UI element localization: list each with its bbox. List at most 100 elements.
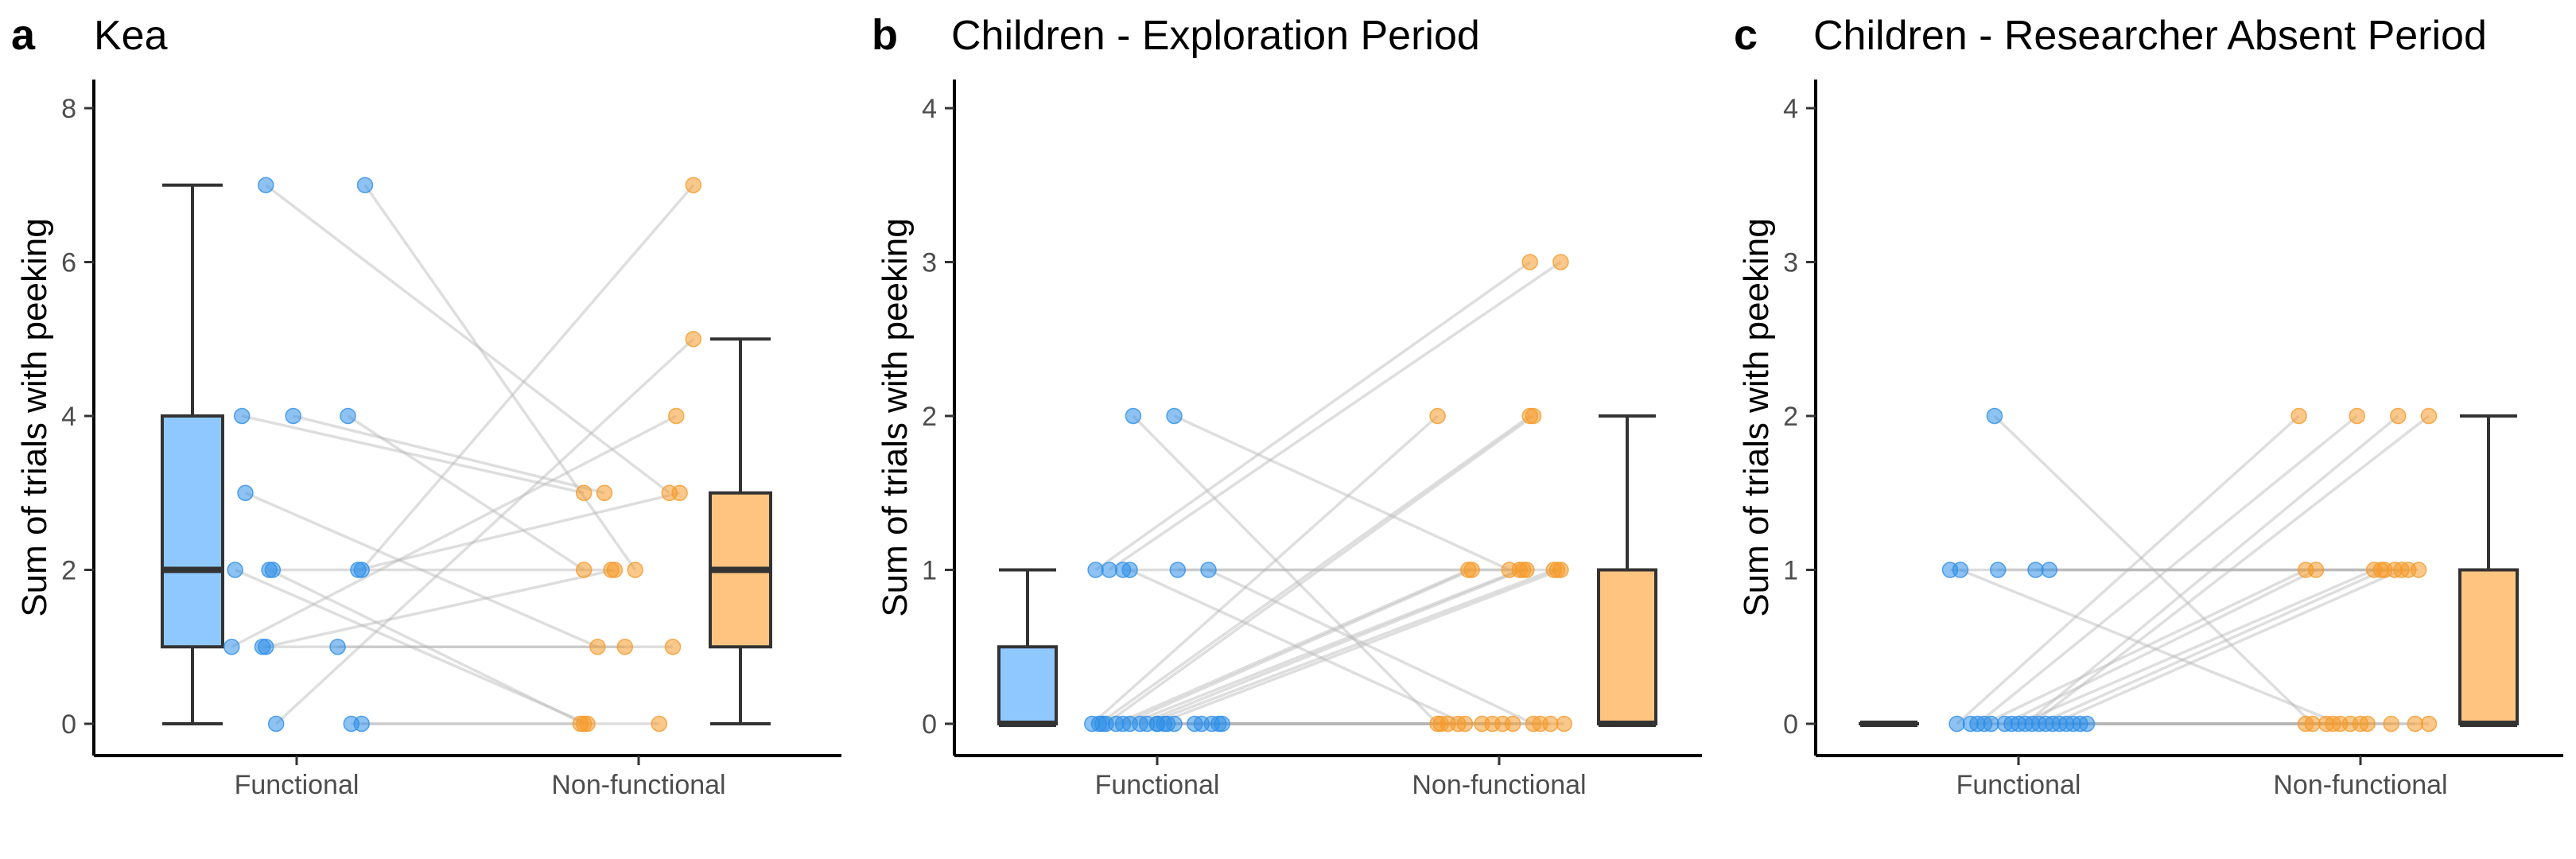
nonfunctional-point [575, 484, 593, 501]
functional-point [353, 715, 370, 733]
x-tick-label: Non-functional [1412, 770, 1586, 800]
pair-line [1098, 414, 1531, 725]
pair-line [1146, 568, 1555, 725]
pair-line [1129, 568, 1521, 725]
pair-line [1983, 568, 2306, 725]
nonfunctional-point [606, 562, 624, 578]
nonfunctional-point [2383, 715, 2399, 733]
pair-line [1976, 414, 2358, 725]
functional-point [2041, 562, 2057, 578]
pair-line [1091, 414, 1439, 725]
y-tick-label: 1 [1783, 556, 1798, 586]
pair-line [2024, 414, 2399, 725]
x-tick-label: Non-functional [551, 770, 725, 800]
pair-line [234, 568, 589, 725]
y-tick-label: 3 [922, 248, 937, 278]
y-axis-label: Sum of trials with peeking [15, 218, 54, 616]
functional-point [1087, 562, 1104, 578]
nonfunctional-point [2420, 715, 2438, 733]
functional-point [329, 639, 346, 655]
nonfunctional-point [2349, 407, 2365, 425]
y-axis-label: Sum of trials with peeking [876, 218, 915, 616]
nonfunctional-point [1514, 562, 1532, 578]
pair-line [231, 414, 678, 648]
functional-point [1125, 407, 1142, 425]
pair-line [1105, 414, 1535, 725]
nonfunctional-box [1597, 568, 1657, 725]
nonfunctional-point [1525, 407, 1542, 425]
pair-line [363, 184, 637, 571]
panel-letter: c [1734, 11, 1758, 59]
functional-point [1148, 715, 1166, 733]
functional-point [1094, 715, 1111, 733]
nonfunctional-point [1556, 715, 1572, 733]
functional-point [1200, 562, 1217, 578]
nonfunctional-point [1552, 562, 1569, 578]
functional-point [1952, 562, 1969, 578]
functional-point [1214, 715, 1230, 733]
panel-title: Children - Researcher Absent Period [1813, 13, 2487, 59]
pair-line [1960, 568, 2341, 725]
y-tick-label: 8 [61, 94, 76, 124]
nonfunctional-point [1463, 562, 1480, 578]
nonfunctional-box [2458, 568, 2519, 725]
nonfunctional-point [2420, 407, 2438, 425]
nonfunctional-point [668, 407, 685, 425]
functional-point [254, 639, 271, 655]
pair-line [1108, 261, 1562, 571]
pair-line [275, 337, 694, 725]
y-tick-label: 2 [1783, 402, 1798, 432]
pair-line [2031, 414, 2430, 725]
pair-line [1139, 568, 1524, 725]
nonfunctional-point [2359, 715, 2376, 733]
pair-line [241, 414, 585, 495]
pair-line [360, 184, 695, 571]
pair-line [2038, 568, 2385, 725]
y-tick-label: 4 [922, 94, 937, 124]
functional-point [1166, 407, 1183, 425]
y-tick-label: 0 [61, 709, 76, 740]
nonfunctional-point [572, 715, 589, 733]
nonfunctional-point [616, 639, 634, 655]
x-tick-label: Functional [235, 770, 359, 800]
functional-point [2078, 715, 2096, 733]
nonfunctional-point [664, 639, 682, 655]
functional-point [1949, 715, 1965, 733]
pair-line [1993, 414, 2314, 725]
y-tick-label: 1 [922, 556, 937, 586]
pair-line [244, 492, 599, 648]
nonfunctional-point [1429, 407, 1446, 425]
pair-line [1132, 414, 1439, 725]
pair-line [2004, 568, 2317, 725]
y-axis-label: Sum of trials with peeking [1737, 218, 1776, 616]
y-tick-label: 0 [922, 709, 937, 740]
pair-line [268, 568, 585, 725]
functional-point [2003, 715, 2020, 733]
nonfunctional-point [685, 331, 702, 348]
functional-point [264, 562, 282, 578]
functional-point [2027, 562, 2044, 578]
nonfunctional-point [2297, 715, 2314, 733]
x-tick-label: Functional [1095, 770, 1220, 800]
nonfunctional-point [2410, 562, 2427, 578]
functional-point [258, 177, 274, 193]
pair-line [265, 184, 670, 495]
nonfunctional-point [596, 484, 613, 501]
nonfunctional-point [1450, 715, 1467, 733]
nonfunctional-point [671, 484, 688, 501]
functional-point [227, 562, 243, 578]
nonfunctional-point [2325, 715, 2341, 733]
pair-line [1207, 568, 1534, 725]
pair-line [347, 414, 585, 571]
nonfunctional-point [1504, 715, 1521, 733]
pair-line [1094, 261, 1531, 571]
x-tick-label: Non-functional [2273, 770, 2447, 800]
functional-point [1962, 715, 1980, 733]
y-tick-label: 0 [1783, 709, 1798, 740]
nonfunctional-point [2393, 562, 2410, 578]
nonfunctional-point [685, 177, 702, 193]
functional-point [340, 407, 356, 425]
y-tick-label: 6 [61, 248, 76, 278]
functional-point [285, 407, 301, 425]
